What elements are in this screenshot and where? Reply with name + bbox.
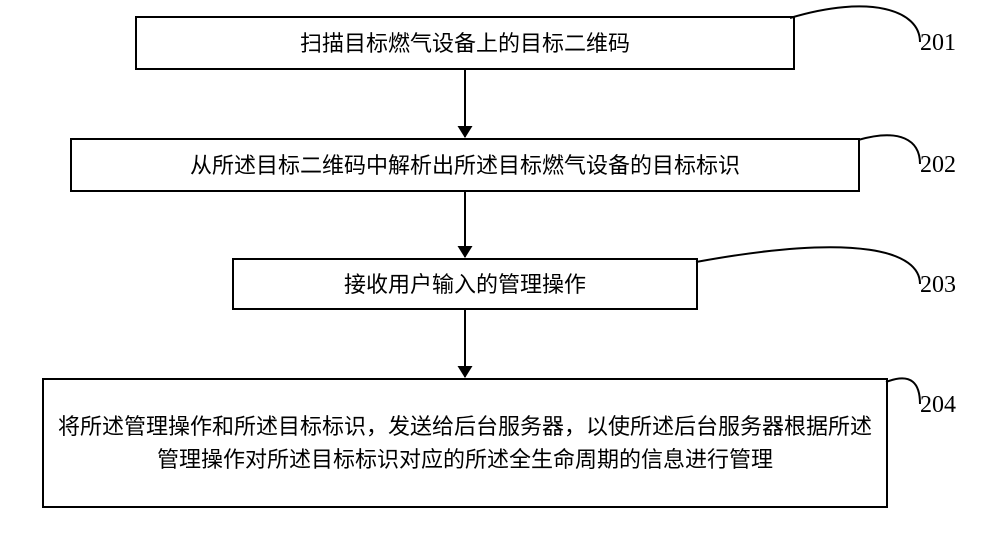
flow-node-3: 接收用户输入的管理操作	[232, 258, 698, 310]
flow-node-4-text: 将所述管理操作和所述目标标识，发送给后台服务器，以使所述后台服务器根据所述管理操…	[50, 410, 880, 476]
step-label-201: 201	[920, 30, 956, 57]
flow-node-2: 从所述目标二维码中解析出所述目标燃气设备的目标标识	[70, 138, 860, 192]
step-label-201-text: 201	[920, 30, 956, 56]
step-label-202-text: 202	[920, 152, 956, 178]
flow-node-2-text: 从所述目标二维码中解析出所述目标燃气设备的目标标识	[190, 149, 740, 182]
step-label-204-text: 204	[920, 392, 956, 418]
flow-node-1-text: 扫描目标燃气设备上的目标二维码	[300, 27, 630, 60]
callout-path-2	[858, 135, 920, 164]
callout-path-1	[790, 6, 920, 42]
flow-node-3-text: 接收用户输入的管理操作	[344, 268, 586, 301]
step-label-204: 204	[920, 392, 956, 419]
callout-path-4	[886, 378, 920, 404]
flowchart-canvas: 扫描目标燃气设备上的目标二维码 从所述目标二维码中解析出所述目标燃气设备的目标标…	[0, 0, 1000, 538]
flow-node-4: 将所述管理操作和所述目标标识，发送给后台服务器，以使所述后台服务器根据所述管理操…	[42, 378, 888, 508]
callout-path-3	[696, 247, 920, 284]
step-label-203: 203	[920, 272, 956, 299]
step-label-203-text: 203	[920, 272, 956, 298]
flow-node-1: 扫描目标燃气设备上的目标二维码	[135, 16, 795, 70]
step-label-202: 202	[920, 152, 956, 179]
